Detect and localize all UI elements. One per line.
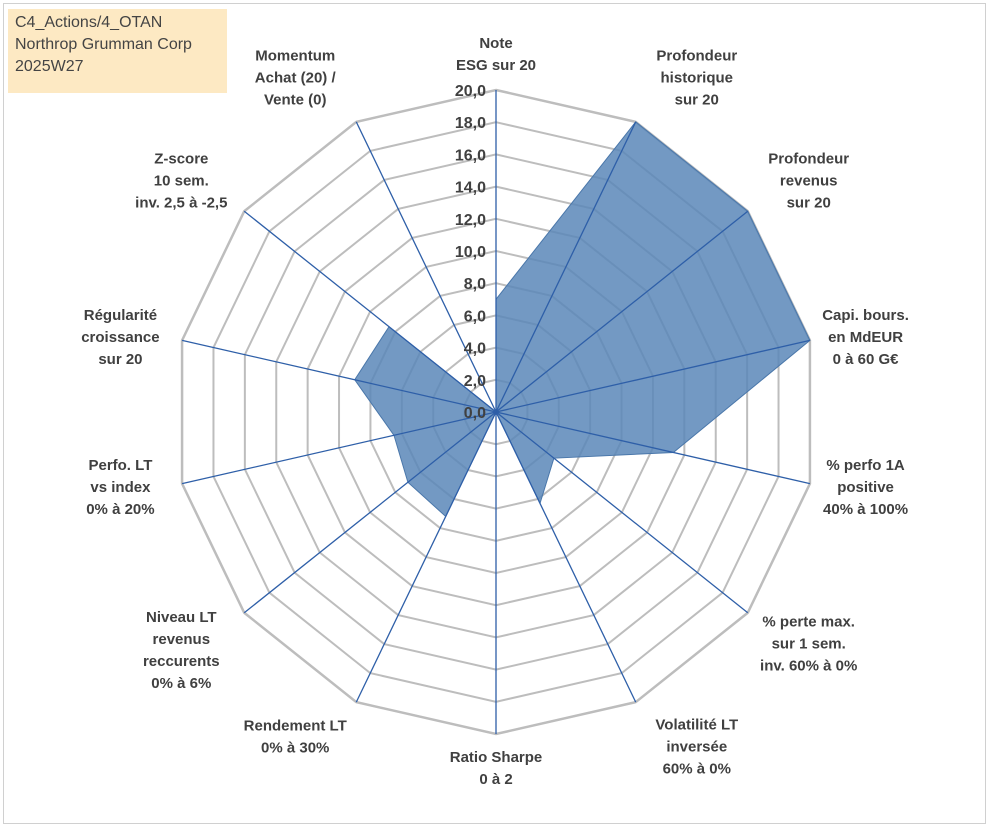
axis-label-line: 60% à 0% <box>663 760 731 777</box>
axis-label: % perfo 1A positive 40% à 100% <box>823 457 908 518</box>
tick-label: 18,0 <box>455 115 486 132</box>
axis-spoke <box>495 411 637 703</box>
axis-label-line: Régularité <box>84 307 157 324</box>
axis-label-line: 0 à 60 G€ <box>833 351 900 368</box>
axis-label-line: Achat (20) / <box>255 70 337 87</box>
info-box: C4_Actions/4_OTAN Northrop Grumman Corp … <box>8 9 227 93</box>
axis-label: Rendement LT 0% à 30% <box>244 717 347 756</box>
axis-label-line: Vente (0) <box>264 92 327 109</box>
axis-label: Note ESG sur 20 <box>456 35 536 74</box>
axis-label: % perte max. sur 1 sem. inv. 60% à 0% <box>760 613 857 674</box>
axis-label-line: 10 sem. <box>154 173 209 190</box>
info-company: Northrop Grumman Corp <box>15 36 192 53</box>
axis-label: Régularité croissance sur 20 <box>81 307 159 368</box>
axis-label-line: Rendement LT <box>244 717 347 734</box>
radar-area <box>354 121 811 518</box>
axis-spoke <box>495 339 811 413</box>
axis-spoke <box>495 210 749 413</box>
axis-spoke <box>355 121 497 413</box>
axis-label: Capi. bours. en MdEUR 0 à 60 G€ <box>822 307 909 368</box>
axis-label-line: inv. 2,5 à -2,5 <box>135 195 227 212</box>
axis-label-line: sur 20 <box>98 351 142 368</box>
axis-spoke <box>181 411 497 485</box>
info-week: 2025W27 <box>15 58 84 75</box>
axis-label-line: % perte max. <box>762 613 855 630</box>
axis-label: Profondeur revenus sur 20 <box>768 151 849 212</box>
axis-spoke <box>495 411 749 614</box>
tick-label: 14,0 <box>455 180 486 197</box>
axis-label-line: Ratio Sharpe <box>450 749 543 766</box>
radar-spokes <box>181 90 811 734</box>
axis-label-line: sur 20 <box>675 92 719 109</box>
axis-label-line: revenus <box>780 173 838 190</box>
tick-label: 0,0 <box>464 405 486 422</box>
axis-label: Profondeur historique sur 20 <box>656 48 737 109</box>
axis-label-line: en MdEUR <box>828 329 903 346</box>
tick-label: 8,0 <box>464 276 486 293</box>
axis-label-line: 40% à 100% <box>823 501 908 518</box>
axis-label-line: ESG sur 20 <box>456 57 536 74</box>
axis-label-line: Momentum <box>255 48 335 65</box>
axis-label-line: inv. 60% à 0% <box>760 657 857 674</box>
tick-label: 2,0 <box>464 373 486 390</box>
axis-label-line: sur 1 sem. <box>772 635 846 652</box>
axis-label: Momentum Achat (20) / Vente (0) <box>255 48 337 109</box>
tick-label: 10,0 <box>455 244 486 261</box>
axis-label-line: revenus <box>153 631 211 648</box>
axis-label: Z-score 10 sem. inv. 2,5 à -2,5 <box>135 151 227 212</box>
axis-label-line: inversée <box>666 738 727 755</box>
tick-label: 4,0 <box>464 341 486 358</box>
axis-spoke <box>355 411 497 703</box>
axis-label-line: Niveau LT <box>146 609 217 626</box>
axis-label-line: % perfo 1A <box>826 457 905 474</box>
axis-label-line: Perfo. LT <box>88 457 152 474</box>
axis-label-line: Profondeur <box>656 48 737 65</box>
axis-labels: Note ESG sur 20 Profondeur historique sur 20… <box>81 35 909 788</box>
tick-label: 16,0 <box>455 147 486 164</box>
tick-label: 6,0 <box>464 308 486 325</box>
axis-label-line: positive <box>837 479 894 496</box>
axis-label-line: Volatilité LT <box>655 716 738 733</box>
tick-label: 12,0 <box>455 212 486 229</box>
radial-tick-labels: 0,0 2,0 4,0 6,0 8,0 10,0 12,0 14,0 16,0 18,0 20,0 <box>455 83 486 422</box>
axis-label-line: Z-score <box>154 151 208 168</box>
axis-spoke <box>243 210 497 413</box>
axis-spoke <box>495 121 637 413</box>
axis-label-line: reccurents <box>143 653 220 670</box>
axis-spoke <box>243 411 497 614</box>
axis-label-line: 0 à 2 <box>479 771 512 788</box>
axis-label-line: historique <box>661 70 734 87</box>
axis-label: Volatilité LT inversée 60% à 0% <box>655 716 738 777</box>
axis-label-line: 0% à 6% <box>151 675 211 692</box>
axis-label-line: vs index <box>90 479 151 496</box>
axis-label-line: sur 20 <box>787 195 831 212</box>
radar-area-layer <box>354 121 811 518</box>
axis-spoke <box>495 411 811 485</box>
axis-label: Niveau LT revenus reccurents 0% à 6% <box>143 609 220 692</box>
axis-label: Perfo. LT vs index 0% à 20% <box>86 457 154 518</box>
tick-label: 20,0 <box>455 83 486 100</box>
axis-spoke <box>181 339 497 413</box>
axis-label-line: 0% à 20% <box>86 501 154 518</box>
info-category: C4_Actions/4_OTAN <box>15 14 163 31</box>
axis-label-line: croissance <box>81 329 159 346</box>
axis-label-line: 0% à 30% <box>261 739 329 756</box>
axis-label-line: Capi. bours. <box>822 307 909 324</box>
axis-label-line: Profondeur <box>768 151 849 168</box>
axis-label-line: Note <box>479 35 512 52</box>
axis-label: Ratio Sharpe 0 à 2 <box>450 749 543 788</box>
